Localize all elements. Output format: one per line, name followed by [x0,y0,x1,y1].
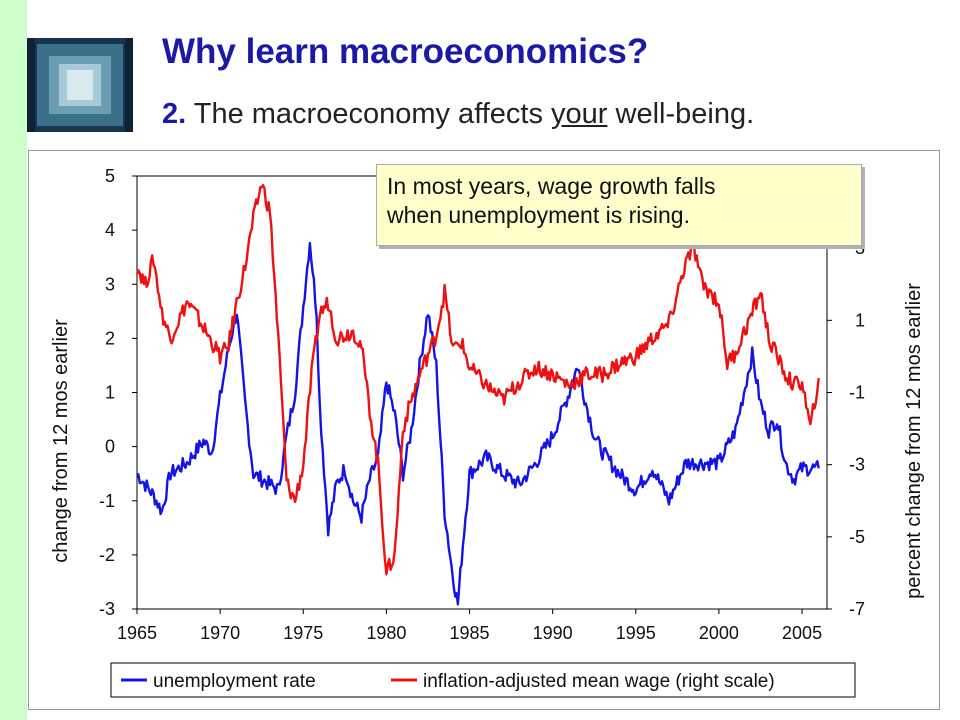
y-left-tick-label: 5 [105,166,115,186]
x-tick-label: 2005 [782,623,822,643]
subtitle-text-before: The macroeconomy affects [193,98,552,130]
y-left-tick-label: -2 [99,545,115,565]
wage-unemployment-chart: 1965 1970 1975 1980 1985 1990 1995 2000 2005 5 4 3… [50,166,925,698]
x-tick-label: 1975 [283,623,323,643]
x-tick-label: 1985 [450,623,490,643]
x-tick-label: 1995 [616,623,656,643]
y-left-tick-label: 1 [105,383,115,403]
y-left-tick-label: -3 [99,599,115,619]
callout-note: In most years, wage growth falls when un… [376,164,862,246]
callout-line-1: In most years, wage growth falls [387,173,716,199]
legend-label: unemployment rate [153,671,316,692]
y-left-tick-label: 4 [105,220,115,240]
left-accent-bar [0,0,27,720]
series-line-wage [135,184,820,576]
subtitle-text-after: well-being. [607,98,755,130]
y-left-tick-label: 3 [105,274,115,294]
y-left-tick-label: 2 [105,328,115,348]
y-right-tick-label: -5 [849,527,865,547]
x-tick-label: 1980 [366,623,406,643]
y-right-tick-label: -3 [849,455,865,475]
subtitle-number: 2. [162,98,187,130]
y-right-tick-label: -1 [849,383,865,403]
y-axis-left-label: change from 12 mos earlier [50,319,72,563]
slide-subtitle: 2. The macroeconomy affects your well-be… [162,98,754,131]
y-axis-right-label: percent change from 12 mos earlier [903,283,925,599]
legend-box [110,662,856,698]
x-tick-label: 2000 [699,623,739,643]
series-line-unemployment [136,241,820,606]
y-right-tick-label: -7 [849,599,865,619]
framed-photo-thumbnail [27,38,133,132]
y-right-tick-label: 1 [855,310,865,330]
slide-title: Why learn macroeconomics? [162,32,649,71]
legend-label: inflation-adjusted mean wage (right scal… [423,671,775,692]
x-tick-label: 1990 [533,623,573,643]
callout-line-2: when unemployment is rising. [387,202,690,228]
y-left-tick-label: -1 [99,491,115,511]
subtitle-emphasis: your [551,98,608,130]
y-left-tick-label: 0 [105,437,115,457]
x-tick-label: 1965 [117,623,157,643]
y-right-tick-label: 3 [855,238,865,258]
x-tick-label: 1970 [200,623,240,643]
